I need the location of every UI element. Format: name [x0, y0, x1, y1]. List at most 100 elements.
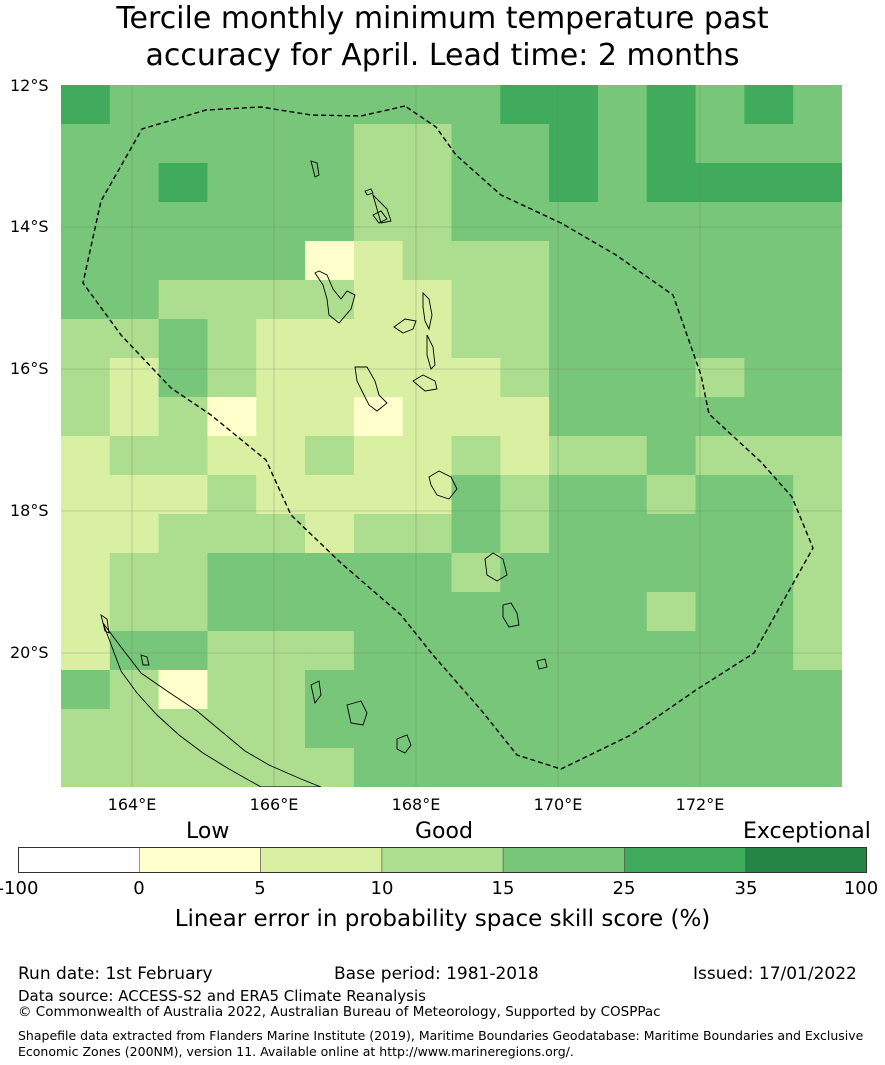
skill-grid-cell	[500, 553, 550, 593]
skill-grid-cell	[549, 202, 599, 242]
skill-grid-cell	[793, 553, 843, 593]
title-line-2: accuracy for April. Lead time: 2 months	[145, 38, 740, 73]
island-maewo	[426, 334, 436, 370]
skill-grid-cell	[793, 436, 843, 476]
skill-grid-cell	[695, 631, 745, 671]
legend-tick: 100	[843, 878, 879, 899]
skill-grid-cell	[402, 592, 453, 632]
skill-grid-cell	[646, 436, 697, 476]
skill-grid-cell	[597, 319, 648, 359]
skill-grid-cell	[158, 514, 209, 554]
skill-grid-cell	[744, 475, 794, 515]
skill-grid-cell	[256, 124, 306, 164]
skill-grid-cell	[597, 514, 648, 554]
shapefile-credit-line-1: Shapefile data extracted from Flanders M…	[18, 1028, 864, 1043]
skill-grid-cell	[744, 553, 794, 593]
skill-grid-cell	[158, 553, 209, 593]
skill-grid-cell	[500, 475, 550, 515]
skill-grid-cell	[695, 280, 745, 320]
skill-grid-cell	[597, 163, 648, 203]
skill-grid-cell	[597, 553, 648, 593]
skill-grid-cell	[256, 475, 306, 515]
skill-grid-cell	[744, 514, 794, 554]
skill-grid-cell	[793, 202, 843, 242]
skill-grid-cell	[500, 670, 550, 710]
skill-grid-cell	[597, 592, 648, 632]
skill-grid-cell	[256, 436, 306, 476]
skill-grid-cell	[305, 475, 355, 515]
skill-grid-cell	[744, 85, 794, 125]
legend-tick: 10	[370, 878, 394, 899]
skill-grid-cell	[61, 670, 111, 710]
skill-grid-cell	[158, 124, 209, 164]
skill-grid-cell	[158, 319, 209, 359]
skill-grid-cell	[305, 553, 355, 593]
skill-grid-cell	[353, 592, 404, 632]
skill-grid-cell	[793, 670, 843, 710]
skill-grid-cell	[207, 124, 257, 164]
skill-grid-cell	[158, 592, 209, 632]
skill-grid-cell	[695, 592, 745, 632]
skill-grid-cell	[353, 436, 404, 476]
skill-grid-cell	[500, 514, 550, 554]
skill-grid-cell	[744, 670, 794, 710]
island-ambrym	[412, 374, 438, 392]
skill-grid-cell	[451, 358, 501, 398]
skill-grid-cell	[256, 592, 306, 632]
island-belep	[100, 613, 110, 634]
island-nc-north	[140, 654, 150, 666]
skill-grid-cell	[549, 592, 599, 632]
skill-grid-cell	[793, 631, 843, 671]
skill-grid-cell	[207, 319, 257, 359]
skill-grid-cell	[451, 319, 501, 359]
skill-grid-cell	[256, 85, 306, 125]
skill-grid-cell	[695, 319, 745, 359]
skill-grid-cell	[158, 280, 209, 320]
skill-grid-cell	[353, 358, 404, 398]
skill-grid-cell	[695, 436, 745, 476]
skill-grid-cell	[597, 631, 648, 671]
skill-grid-cell	[207, 592, 257, 632]
skill-grid-cell	[353, 280, 404, 320]
skill-grid-cell	[597, 748, 648, 788]
skill-grid-cell	[549, 358, 599, 398]
skill-grid-cell	[744, 124, 794, 164]
skill-grid-cell	[451, 631, 501, 671]
skill-grid-cell	[451, 592, 501, 632]
skill-grid-cell	[207, 85, 257, 125]
skill-grid-cell	[695, 163, 745, 203]
skill-grid-cell	[646, 748, 697, 788]
skill-grid-cell	[597, 124, 648, 164]
skill-grid-cell	[402, 436, 453, 476]
skill-grid-cell	[549, 436, 599, 476]
skill-grid-cell	[646, 85, 697, 125]
skill-grid-cell	[402, 85, 453, 125]
skill-grid-cell	[158, 436, 209, 476]
skill-grid-cell	[549, 631, 599, 671]
skill-grid-cell	[256, 748, 306, 788]
copyright: © Commonwealth of Australia 2022, Austra…	[18, 1004, 661, 1020]
skill-grid-cell	[109, 163, 160, 203]
skill-grid-cell	[61, 319, 111, 359]
skill-grid-cell	[549, 397, 599, 437]
skill-grid-cell	[256, 709, 306, 749]
island-ouvea	[310, 680, 322, 705]
legend-swatch	[138, 847, 261, 873]
skill-grid-cell	[793, 280, 843, 320]
skill-grid-cell	[256, 163, 306, 203]
skill-grid-cell	[695, 709, 745, 749]
lat-label-20s: 20°S	[10, 643, 49, 662]
skill-grid-cell	[61, 280, 111, 320]
lat-label-16s: 16°S	[10, 359, 49, 378]
skill-grid-cell	[158, 202, 209, 242]
skill-grid-cell	[451, 436, 501, 476]
skill-grid-cell	[305, 670, 355, 710]
skill-grid-cell	[695, 748, 745, 788]
skill-grid-cell	[61, 592, 111, 632]
skill-grid-cell	[109, 514, 160, 554]
skill-grid-cell	[158, 241, 209, 281]
lat-label-14s: 14°S	[10, 217, 49, 236]
skill-grid-cell	[353, 670, 404, 710]
skill-grid-cell	[646, 631, 697, 671]
skill-grid-cell	[597, 475, 648, 515]
